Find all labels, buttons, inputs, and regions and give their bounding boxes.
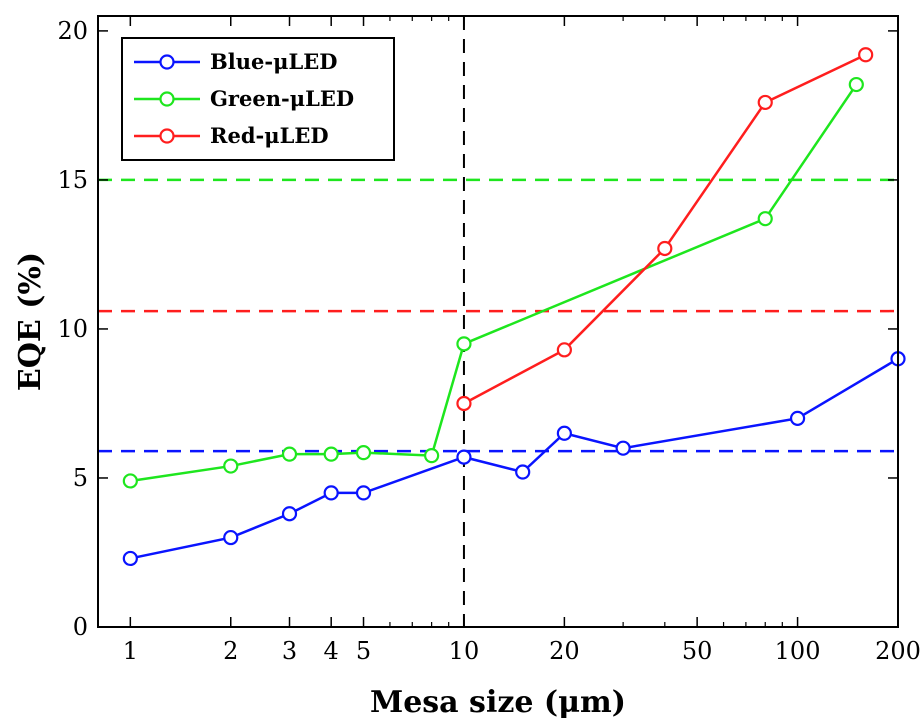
data-point	[456, 449, 472, 465]
series-line-2	[463, 53, 867, 405]
x-tick-label: 1	[123, 637, 138, 665]
data-point	[848, 76, 864, 93]
reference-lines	[98, 16, 898, 627]
data-point	[323, 485, 339, 501]
data-point	[556, 342, 572, 358]
x-tick-label: 20	[549, 637, 580, 665]
x-tick-label: 5	[356, 637, 371, 665]
plot-frame	[97, 15, 899, 628]
legend-label-0: Blue-μLED	[210, 49, 337, 74]
data-point	[657, 240, 673, 257]
series-0	[122, 351, 906, 567]
data-point	[515, 464, 531, 480]
y-tick-label: 0	[73, 613, 88, 641]
x-tick-label: 50	[682, 637, 713, 665]
series-1	[122, 76, 864, 489]
data-point	[858, 47, 874, 63]
data-point	[223, 529, 239, 546]
data-point	[122, 473, 138, 489]
y-tick-label: 20	[57, 17, 88, 45]
data-point	[757, 94, 773, 111]
x-tick-label: 10	[449, 637, 480, 665]
data-point	[789, 410, 806, 426]
y-tick-label: 15	[57, 166, 88, 194]
data-point	[757, 211, 773, 227]
series-line-0	[130, 357, 899, 560]
y-tick-label: 5	[73, 464, 88, 492]
data-point	[615, 440, 631, 456]
x-tick-label: 4	[324, 637, 339, 665]
legend: Blue-μLED Green-μLED Red-μLED	[121, 37, 395, 161]
data-point	[355, 485, 372, 501]
legend-marker-0	[159, 54, 175, 70]
legend-marker-2	[159, 128, 175, 144]
x-tick-label: 100	[775, 637, 821, 665]
x-tick-label: 200	[875, 637, 920, 665]
series-2	[456, 47, 874, 412]
x-axis-title: Mesa size (μm)	[370, 685, 626, 720]
y-tick-label: 10	[57, 315, 88, 343]
data-point	[355, 445, 372, 461]
data-point	[456, 395, 472, 412]
x-tick-label: 2	[223, 637, 238, 665]
data-point	[556, 425, 572, 441]
data-point	[456, 336, 472, 352]
axis-ticks	[98, 16, 899, 628]
legend-label-2: Red-μLED	[210, 123, 329, 148]
data-point	[281, 446, 298, 462]
data-point	[281, 506, 298, 522]
data-point	[323, 446, 339, 462]
data-point	[122, 550, 138, 567]
x-tick-label: 3	[282, 637, 297, 665]
data-point	[223, 458, 239, 474]
series-layer	[122, 47, 906, 567]
legend-label-1: Green-μLED	[210, 86, 354, 111]
legend-marker-1	[159, 91, 175, 107]
y-axis-title: EQE (%)	[13, 252, 48, 391]
data-point	[424, 448, 440, 464]
